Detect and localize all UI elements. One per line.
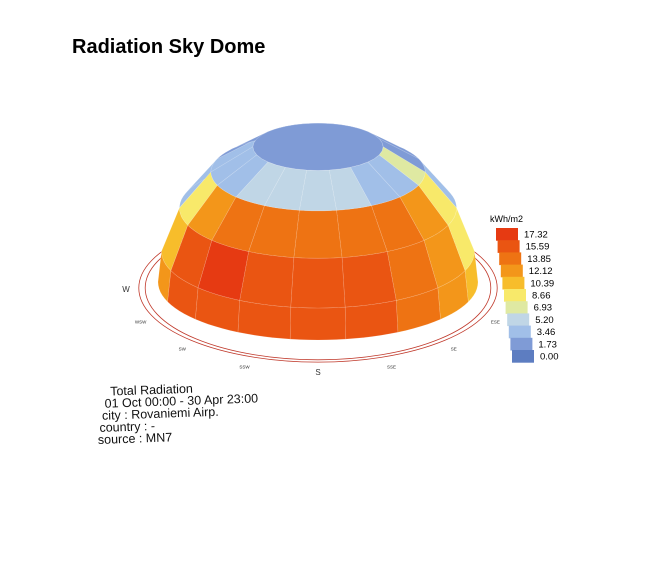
legend-tick-label: 8.66 (532, 291, 551, 302)
legend-tick-label: 17.32 (524, 230, 548, 241)
dome-cell-1-4 (290, 257, 346, 309)
legend-swatch-3 (500, 264, 523, 278)
legend-swatch-4 (502, 276, 525, 290)
legend-swatch-2 (499, 252, 522, 266)
compass-label-wsw: WSW (135, 320, 147, 325)
legend-tick-label: 1.73 (538, 339, 557, 350)
legend-tick-label: 5.20 (535, 315, 554, 326)
dome-cap-cell (252, 122, 384, 171)
legend-swatch-7 (507, 313, 530, 327)
dome-cell-1-3 (239, 251, 295, 308)
compass-label-ssw: SSW (239, 365, 250, 370)
legend-tick-label: 6.93 (534, 303, 553, 314)
dome-cell-2-4 (293, 209, 343, 259)
legend-tick-label: 3.46 (537, 327, 556, 338)
legend-swatch-8 (508, 325, 531, 339)
legend-tick-label: 13.85 (527, 254, 551, 265)
legend-tick-label: 10.39 (530, 278, 554, 289)
legend-swatch-0 (496, 228, 518, 241)
dome-cell-0-4 (289, 306, 347, 341)
dome-cell-3-8 (378, 146, 426, 186)
dome-cell-1-5 (341, 251, 397, 308)
legend-tick-label: 15.59 (526, 242, 550, 253)
legend-tick-label: 12.12 (529, 266, 553, 277)
legend-swatch-6 (505, 301, 528, 314)
compass-label-w: W (122, 285, 130, 294)
info-block: Total Radiation 01 Oct 00:00 - 30 Apr 23… (96, 380, 260, 447)
legend-unit-label: kWh/m2 (490, 214, 523, 224)
compass-label-sse: SSE (387, 365, 396, 370)
legend-swatch-1 (497, 240, 520, 253)
page-title: Radiation Sky Dome (72, 36, 266, 58)
legend-swatch-5 (504, 289, 526, 302)
compass-label-s: S (315, 368, 320, 377)
compass-label-sw: SW (179, 347, 187, 352)
legend-tick-label: 0.00 (540, 352, 559, 363)
legend-swatch-10 (512, 350, 534, 363)
dome-cells (157, 122, 479, 341)
compass-label-se: SE (451, 347, 457, 352)
legend-swatch-9 (510, 337, 533, 351)
compass-label-ese: ESE (491, 320, 500, 325)
